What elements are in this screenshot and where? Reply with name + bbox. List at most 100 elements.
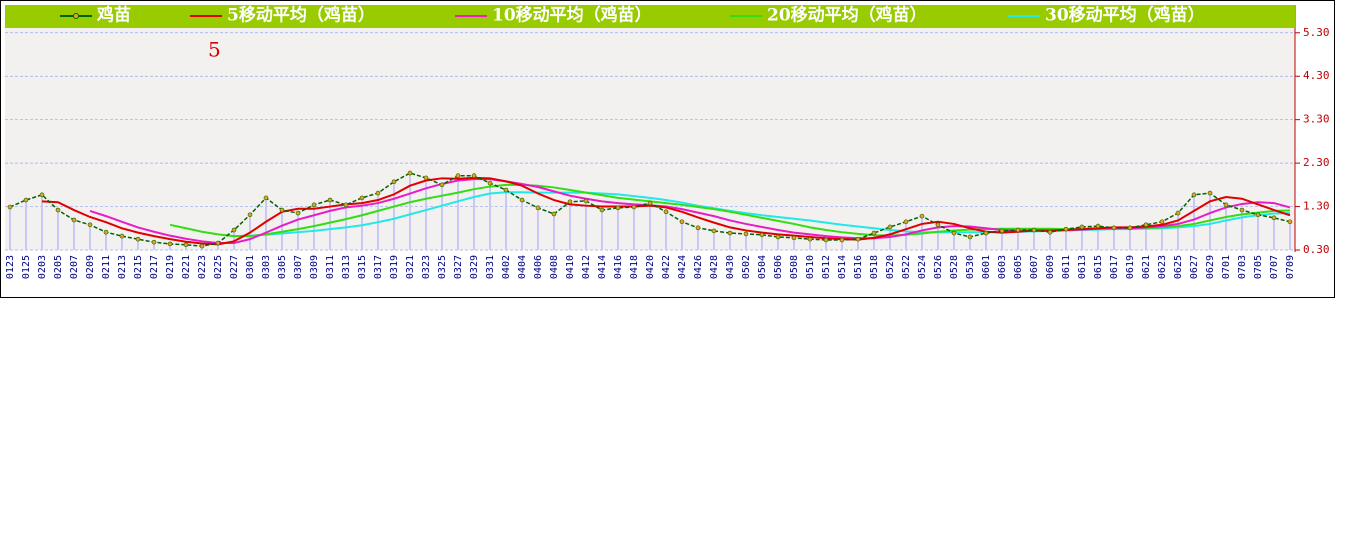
bar	[41, 194, 43, 250]
x-tick-label: 0524	[917, 255, 928, 279]
bar	[1273, 217, 1275, 250]
point	[1271, 215, 1277, 221]
bar	[953, 233, 955, 250]
point	[1127, 225, 1133, 231]
y-tick-label: 5.30	[1303, 26, 1330, 39]
point	[871, 230, 877, 236]
y-tick-label: 0.30	[1303, 243, 1330, 256]
bar	[25, 200, 27, 250]
bar	[281, 210, 283, 250]
x-tick-label: 0123	[5, 255, 16, 279]
bar	[393, 181, 395, 250]
x-tick-label: 0623	[1157, 255, 1168, 279]
x-tick-label: 0125	[21, 255, 32, 279]
point	[711, 228, 717, 234]
bar	[537, 207, 539, 250]
x-tick-label: 0611	[1061, 255, 1072, 279]
point	[183, 242, 189, 248]
x-tick-label: 0617	[1109, 255, 1120, 279]
x-tick-label: 0223	[197, 255, 208, 279]
point	[887, 224, 893, 230]
x-tick-label: 0329	[469, 255, 480, 279]
bar	[217, 243, 219, 250]
x-tick-label: 0709	[1285, 255, 1296, 279]
x-tick-label: 0303	[261, 255, 272, 279]
point	[503, 187, 509, 193]
x-tick-label: 0705	[1253, 255, 1264, 279]
bar	[1161, 221, 1163, 250]
point	[567, 199, 573, 205]
x-tick-label: 0520	[885, 255, 896, 279]
point	[823, 237, 829, 243]
bar	[633, 206, 635, 250]
point	[1207, 190, 1213, 196]
bar	[1097, 226, 1099, 250]
x-tick-label: 0518	[869, 255, 880, 279]
point	[1239, 207, 1245, 213]
x-tick-label: 0510	[805, 255, 816, 279]
x-tick-label: 0607	[1029, 255, 1040, 279]
x-tick-label: 0331	[485, 255, 496, 279]
bar	[585, 200, 587, 250]
point	[1175, 210, 1181, 216]
x-tick-label: 0526	[933, 255, 944, 279]
bar	[873, 233, 875, 250]
point	[55, 207, 61, 213]
x-tick-label: 0203	[37, 255, 48, 279]
bar	[329, 200, 331, 250]
bar	[425, 177, 427, 250]
x-tick-label: 0305	[277, 255, 288, 279]
bar	[569, 201, 571, 250]
x-tick-label: 0613	[1077, 255, 1088, 279]
bar	[1241, 210, 1243, 250]
point	[423, 175, 429, 181]
bar	[665, 211, 667, 250]
point	[247, 212, 253, 218]
point	[199, 243, 205, 249]
x-tick-label: 0609	[1045, 255, 1056, 279]
point	[23, 197, 29, 203]
point	[743, 231, 749, 237]
x-tick-label: 0530	[965, 255, 976, 279]
bar	[89, 224, 91, 250]
bar	[1033, 230, 1035, 250]
bar	[809, 239, 811, 250]
bar	[361, 197, 363, 250]
x-tick-label: 0325	[437, 255, 448, 279]
x-tick-label: 0221	[181, 255, 192, 279]
x-tick-label: 0211	[101, 255, 112, 279]
bar	[985, 233, 987, 250]
point	[471, 173, 477, 179]
point	[839, 237, 845, 243]
y-tick-label: 2.30	[1303, 156, 1330, 169]
point	[391, 179, 397, 185]
bar	[601, 210, 603, 250]
bar	[905, 221, 907, 250]
x-tick-label: 0707	[1269, 255, 1280, 279]
point	[599, 207, 605, 213]
bar	[489, 183, 491, 250]
x-tick-label: 0512	[821, 255, 832, 279]
x-tick-label: 0225	[213, 255, 224, 279]
point	[103, 229, 109, 235]
bar	[265, 197, 267, 250]
bar	[1113, 227, 1115, 250]
point	[263, 195, 269, 201]
bar	[793, 237, 795, 250]
point	[807, 236, 813, 242]
bar	[57, 210, 59, 250]
x-tick-label: 0522	[901, 255, 912, 279]
x-tick-label: 0321	[405, 255, 416, 279]
point	[855, 236, 861, 242]
x-tick-label: 0506	[773, 255, 784, 279]
x-tick-label: 0516	[853, 255, 864, 279]
bar	[649, 203, 651, 250]
point	[1255, 212, 1261, 218]
point	[1015, 227, 1021, 233]
legend-label: 10移动平均（鸡苗）	[492, 5, 652, 26]
point	[951, 230, 957, 236]
point	[551, 211, 557, 217]
x-tick-label: 0205	[53, 255, 64, 279]
bar	[841, 240, 843, 250]
x-tick-label: 0627	[1189, 255, 1200, 279]
